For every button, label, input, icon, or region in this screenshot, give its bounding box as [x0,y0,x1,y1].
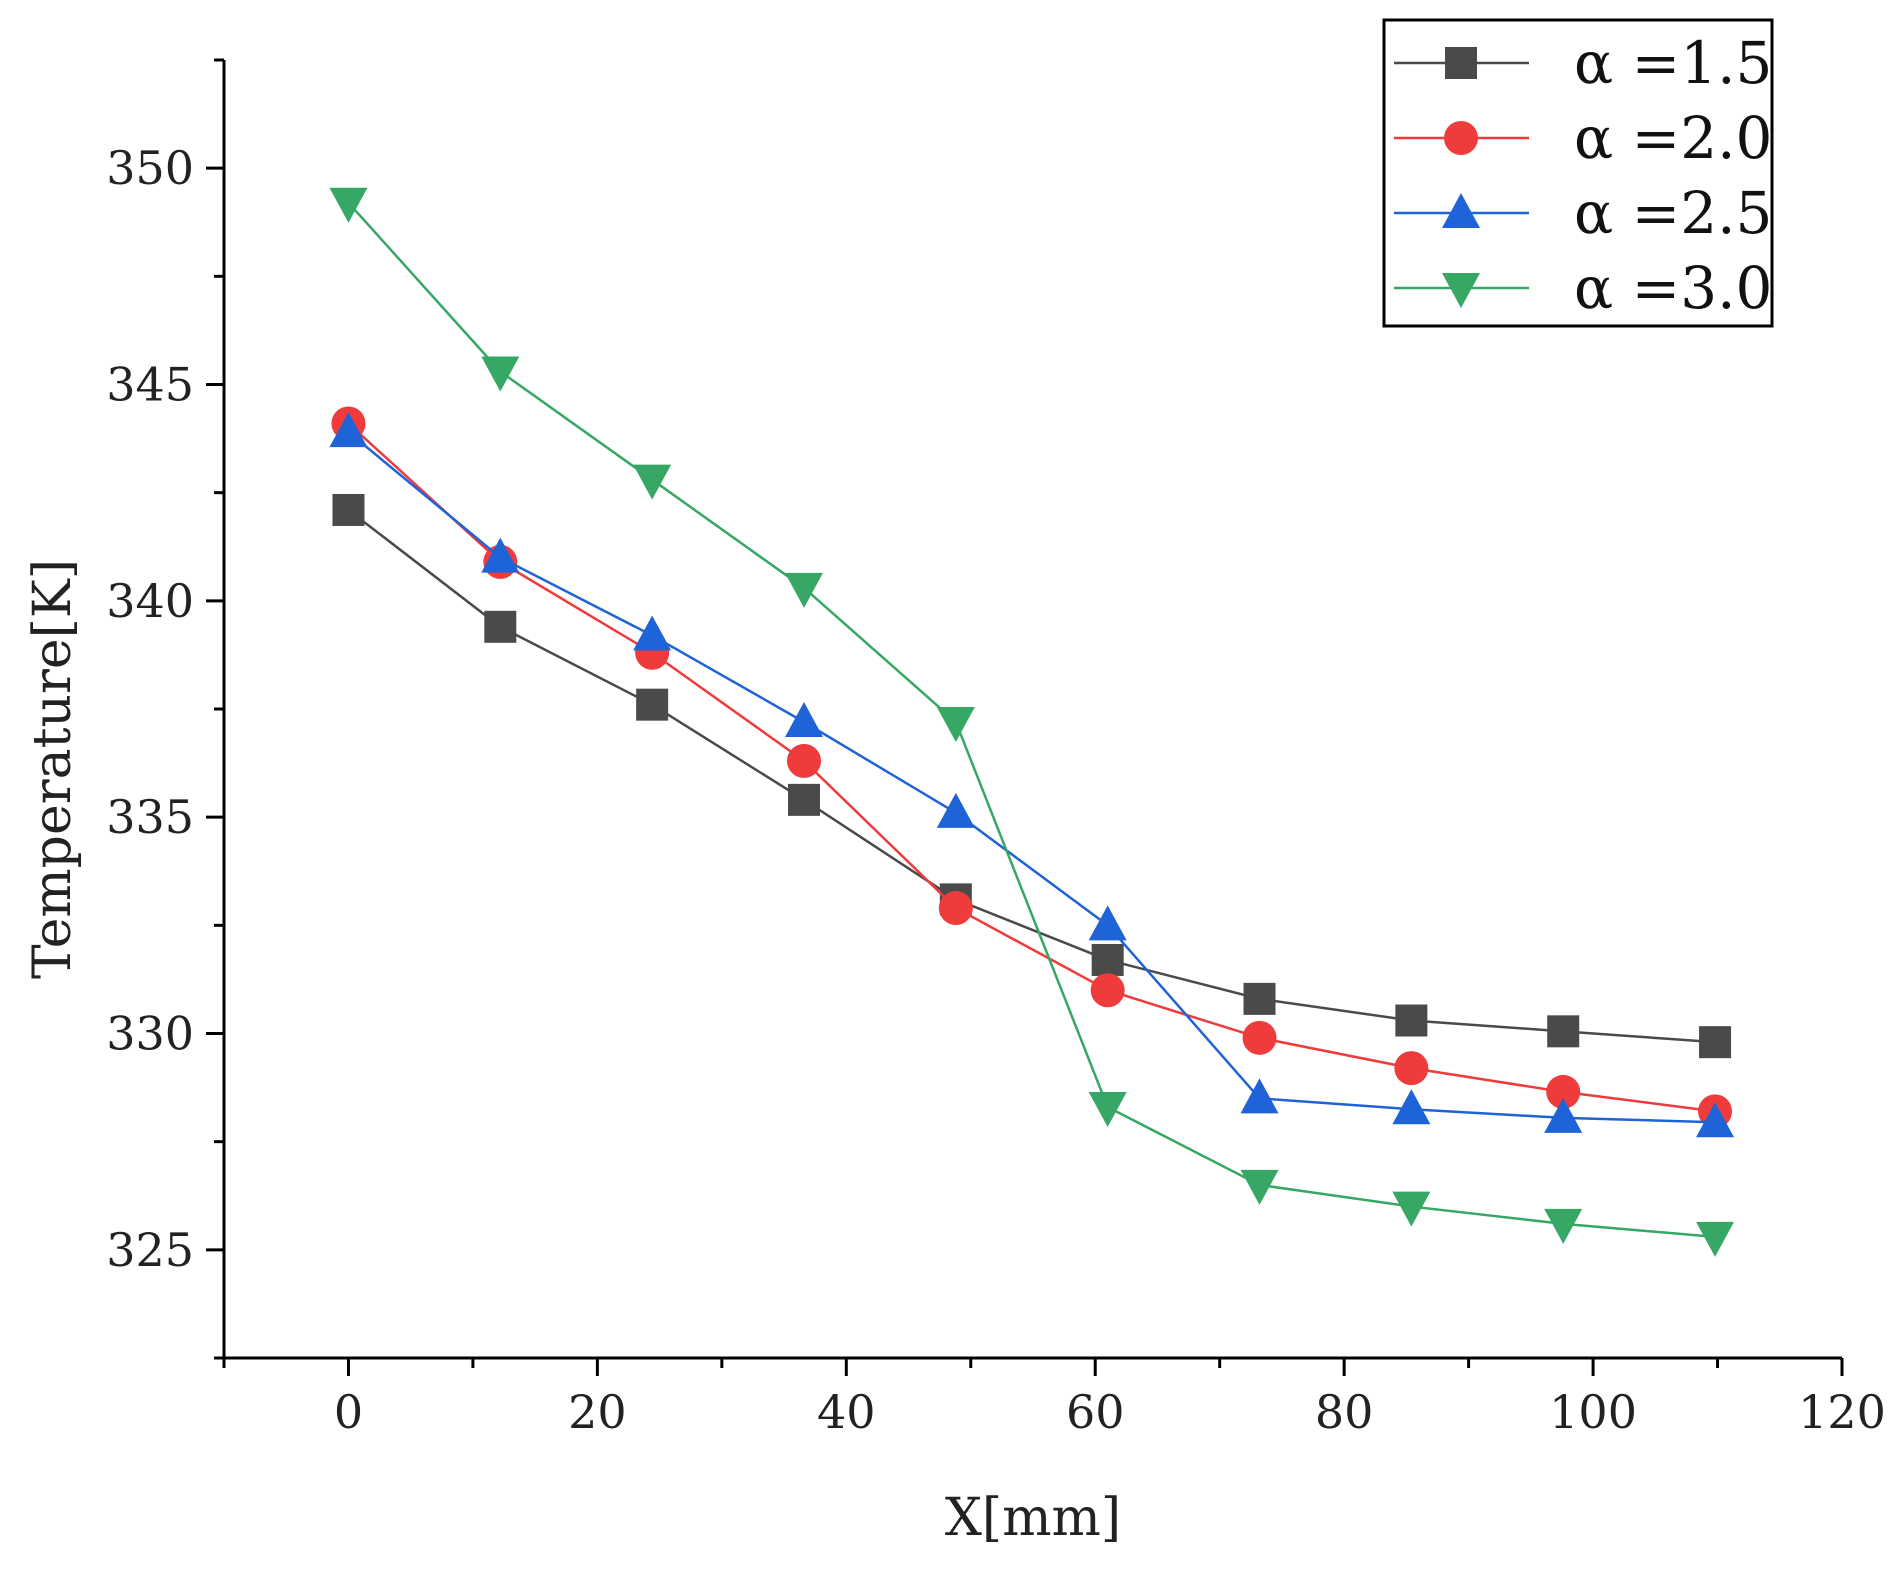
data-point [784,572,823,608]
y-tick-label: 325 [106,1223,194,1277]
data-point [329,412,368,448]
x-tick-label: 0 [334,1385,363,1439]
data-point [481,356,520,392]
data-point [484,610,517,643]
series-line [347,431,1716,1124]
data-point [633,615,672,651]
data-point [936,706,975,742]
legend-marker [1444,121,1478,155]
series-line [347,508,1716,1044]
series-line [347,422,1716,1113]
y-axis-title: Temperature[K] [23,559,83,979]
legend-entry: α =3.0 [1394,254,1772,322]
data-point [1544,1097,1583,1133]
y-tick-label: 345 [106,358,194,412]
legend: α =1.5 α =2.0 α =2.5 α =3.0 [1382,18,1774,328]
series-line [347,201,1716,1239]
legend-marker [1442,193,1480,228]
data-point [1091,943,1124,976]
data-point [1088,905,1127,941]
data-point [332,493,365,526]
data-point [633,464,672,500]
data-point [787,783,820,816]
data-point [1240,1078,1279,1114]
x-tick-label: 20 [568,1385,627,1439]
data-point [1392,1191,1431,1227]
data-point [1546,1074,1581,1109]
data-point [1243,982,1276,1015]
x-tick-label: 100 [1549,1385,1637,1439]
data-point [636,688,669,721]
y-tick-label: 330 [106,1007,194,1061]
y-tick-label: 350 [106,141,194,195]
x-tick-label: 120 [1798,1385,1886,1439]
data-point [1240,1169,1279,1205]
y-tick-label: 340 [106,574,194,628]
series-2 [331,406,1733,1129]
legend-label: α =2.0 [1574,104,1772,172]
axes: 0 20 40 60 80 100 120 325 330 335 340 345 350 [106,58,1886,1439]
data-point [1696,1221,1735,1257]
x-tick-label: 40 [817,1385,876,1439]
data-point [784,701,823,737]
series-layer [329,187,1735,1257]
data-point [936,792,975,828]
legend-label: α =2.5 [1574,179,1772,247]
data-point [1395,1004,1428,1037]
data-point [1090,973,1125,1008]
data-point [786,743,821,778]
data-point [1394,1051,1429,1086]
legend-entry: α =1.5 [1394,29,1772,97]
legend-entry: α =2.0 [1394,104,1772,172]
y-tick-label: 335 [106,790,194,844]
data-point [1699,1026,1732,1059]
data-point [1547,1015,1580,1048]
data-point [1242,1020,1277,1055]
data-point [1088,1092,1127,1128]
data-point [1544,1208,1583,1244]
legend-entry: α =2.5 [1394,179,1772,247]
data-point [1696,1102,1735,1138]
data-point [329,187,368,223]
x-axis-title: X[mm] [945,1488,1121,1548]
legend-label: α =3.0 [1574,254,1772,322]
legend-marker [1445,47,1477,79]
series-3 [329,412,1735,1138]
legend-marker [1442,273,1480,308]
legend-label: α =1.5 [1574,29,1772,97]
series-4 [329,187,1735,1257]
data-point [1392,1089,1431,1125]
data-point [938,891,973,926]
data-point [481,537,520,573]
x-tick-label: 60 [1066,1385,1125,1439]
x-tick-label: 80 [1315,1385,1374,1439]
